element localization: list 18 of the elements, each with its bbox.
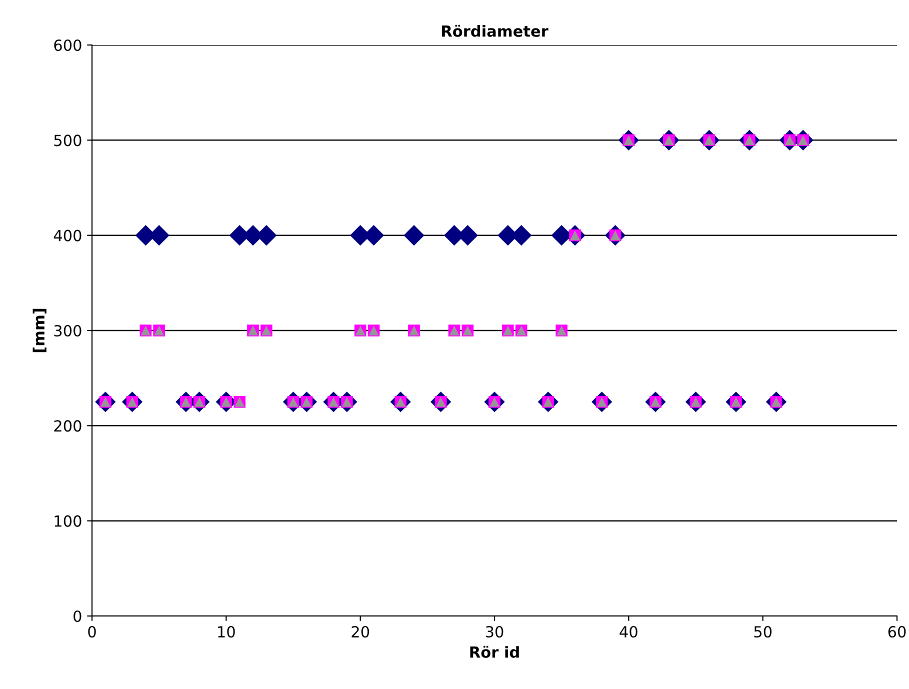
y-axis-title: [mm] bbox=[32, 308, 46, 352]
x-tick-label: 50 bbox=[754, 626, 772, 638]
x-axis-title: Rör id bbox=[470, 646, 519, 658]
point bbox=[404, 225, 424, 246]
y-tick-label: 300 bbox=[54, 324, 82, 337]
x-tick-label: 20 bbox=[352, 626, 370, 638]
y-tick-label: 200 bbox=[54, 420, 82, 432]
x-tick-label: 40 bbox=[620, 626, 638, 638]
y-tick-label: 600 bbox=[54, 39, 82, 52]
x-tick-label: 0 bbox=[88, 626, 96, 638]
y-tick-label: 0 bbox=[74, 610, 82, 622]
chart-title: Rördiameter bbox=[442, 24, 548, 37]
y-tick-label: 100 bbox=[54, 515, 82, 527]
y-tick-label: 500 bbox=[54, 134, 82, 146]
x-tick-label: 60 bbox=[888, 626, 906, 638]
y-tick-label: 400 bbox=[54, 230, 82, 242]
x-tick-label: 10 bbox=[218, 626, 235, 638]
x-tick-label: 30 bbox=[486, 626, 504, 638]
